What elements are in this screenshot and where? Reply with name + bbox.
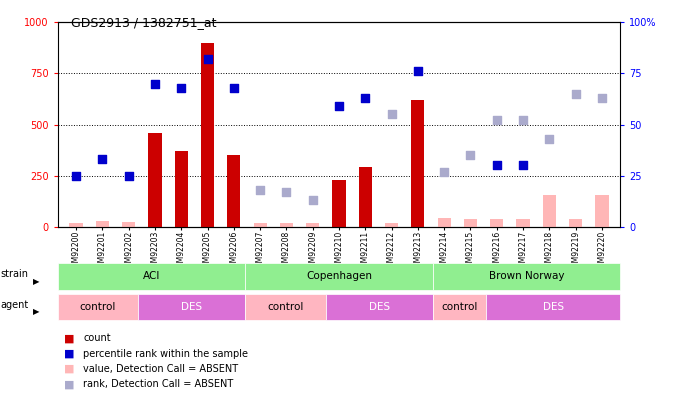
Text: DES: DES [369, 302, 390, 312]
Text: Copenhagen: Copenhagen [306, 271, 372, 281]
Point [281, 189, 292, 195]
Point [360, 95, 371, 101]
Point [570, 91, 581, 97]
Point [71, 173, 81, 179]
Text: ACI: ACI [143, 271, 160, 281]
Bar [595, 195, 609, 227]
Bar [385, 223, 398, 227]
Bar [58, 294, 138, 320]
Bar [69, 223, 83, 227]
Point [412, 68, 423, 75]
Bar [486, 294, 620, 320]
Bar [122, 222, 135, 227]
Bar [359, 168, 372, 227]
Text: control: control [79, 302, 116, 312]
Point [386, 111, 397, 117]
Bar [138, 294, 245, 320]
Point [465, 152, 476, 158]
Text: percentile rank within the sample: percentile rank within the sample [83, 349, 248, 358]
Point [492, 117, 502, 124]
Bar [569, 219, 582, 227]
Text: DES: DES [543, 302, 564, 312]
Point [150, 80, 161, 87]
Text: ▶: ▶ [33, 277, 39, 286]
Bar [433, 294, 486, 320]
Point [439, 168, 450, 175]
Bar [543, 195, 556, 227]
Point [228, 85, 239, 91]
Bar [325, 294, 433, 320]
Point [255, 187, 266, 193]
Bar [245, 294, 325, 320]
Point [123, 173, 134, 179]
Bar [433, 263, 620, 290]
Point [517, 117, 528, 124]
Bar [306, 223, 319, 227]
Point [492, 162, 502, 168]
Bar [464, 219, 477, 227]
Bar [517, 219, 530, 227]
Point [334, 103, 344, 109]
Bar [254, 223, 266, 227]
Point [597, 95, 607, 101]
Bar [201, 43, 214, 227]
Text: ■: ■ [64, 379, 75, 389]
Text: control: control [267, 302, 304, 312]
Bar [280, 223, 293, 227]
Text: value, Detection Call = ABSENT: value, Detection Call = ABSENT [83, 364, 239, 374]
Bar [437, 217, 451, 227]
Bar [490, 219, 503, 227]
Bar [245, 263, 433, 290]
Point [544, 136, 555, 142]
Text: Brown Norway: Brown Norway [489, 271, 564, 281]
Bar [58, 263, 245, 290]
Bar [412, 100, 424, 227]
Bar [175, 151, 188, 227]
Point [97, 156, 108, 162]
Bar [227, 155, 241, 227]
Bar [332, 180, 346, 227]
Point [517, 162, 528, 168]
Point [307, 197, 318, 203]
Text: control: control [441, 302, 478, 312]
Text: GDS2913 / 1382751_at: GDS2913 / 1382751_at [71, 16, 217, 29]
Point [176, 85, 186, 91]
Text: ■: ■ [64, 364, 75, 374]
Text: count: count [83, 333, 111, 343]
Text: DES: DES [181, 302, 202, 312]
Bar [148, 133, 161, 227]
Text: rank, Detection Call = ABSENT: rank, Detection Call = ABSENT [83, 379, 234, 389]
Text: agent: agent [0, 300, 28, 310]
Text: ▶: ▶ [33, 307, 39, 316]
Point [202, 56, 213, 62]
Text: strain: strain [0, 269, 28, 279]
Text: ■: ■ [64, 349, 75, 358]
Bar [96, 221, 109, 227]
Text: ■: ■ [64, 333, 75, 343]
